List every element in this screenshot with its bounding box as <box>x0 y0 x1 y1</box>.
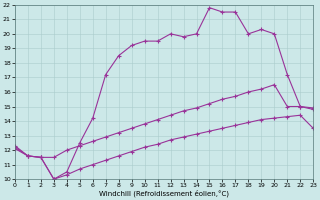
X-axis label: Windchill (Refroidissement éolien,°C): Windchill (Refroidissement éolien,°C) <box>99 190 229 197</box>
